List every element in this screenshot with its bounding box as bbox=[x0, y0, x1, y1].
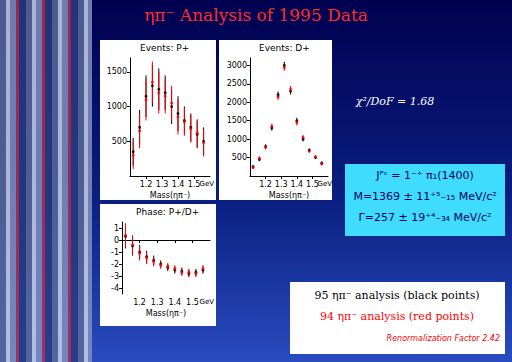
svg-text:-4: -4 bbox=[111, 284, 119, 293]
svg-text:95 ηπ⁻ analysis (black points): 95 ηπ⁻ analysis (black points) bbox=[314, 289, 479, 302]
svg-text:Renormalization Factor 2.42: Renormalization Factor 2.42 bbox=[387, 334, 500, 343]
svg-text:1.2: 1.2 bbox=[140, 180, 153, 189]
svg-text:1: 1 bbox=[114, 224, 119, 233]
svg-text:2500: 2500 bbox=[227, 79, 247, 88]
svg-text:Γ=257 ± 19⁺⁴₋₃₄ MeV/c²: Γ=257 ± 19⁺⁴₋₃₄ MeV/c² bbox=[359, 211, 492, 224]
svg-text:3000: 3000 bbox=[227, 61, 247, 70]
svg-text:500: 500 bbox=[112, 137, 127, 146]
svg-text:-1: -1 bbox=[111, 248, 119, 257]
svg-text:500: 500 bbox=[232, 153, 247, 162]
svg-text:1.4: 1.4 bbox=[290, 180, 303, 189]
svg-text:-2: -2 bbox=[111, 260, 119, 269]
svg-text:1.4: 1.4 bbox=[168, 298, 181, 307]
svg-text:Phase: P+/D+: Phase: P+/D+ bbox=[136, 207, 199, 217]
svg-text:GeV: GeV bbox=[317, 180, 332, 188]
svg-text:Events: D+: Events: D+ bbox=[259, 43, 310, 53]
svg-text:GeV: GeV bbox=[199, 180, 214, 188]
svg-text:χ²/DoF = 1.68: χ²/DoF = 1.68 bbox=[355, 95, 435, 108]
svg-text:1.2: 1.2 bbox=[133, 298, 146, 307]
svg-text:1500: 1500 bbox=[107, 67, 127, 76]
svg-text:1.3: 1.3 bbox=[275, 180, 288, 189]
svg-text:1500: 1500 bbox=[227, 116, 247, 125]
svg-text:Mass(ηπ⁻): Mass(ηπ⁻) bbox=[150, 191, 191, 200]
svg-text:M=1369 ± 11⁺⁵₋₁₅ MeV/c²: M=1369 ± 11⁺⁵₋₁₅ MeV/c² bbox=[353, 190, 496, 203]
svg-text:0: 0 bbox=[114, 236, 119, 245]
svg-text:1.5: 1.5 bbox=[306, 180, 319, 189]
svg-text:1.3: 1.3 bbox=[156, 180, 169, 189]
svg-text:94 ηπ⁻ analysis (red points): 94 ηπ⁻ analysis (red points) bbox=[320, 310, 474, 323]
svg-text:Mass(ηπ⁻): Mass(ηπ⁻) bbox=[269, 191, 310, 200]
svg-text:1.3: 1.3 bbox=[151, 298, 164, 307]
svg-text:Events: P+: Events: P+ bbox=[140, 43, 189, 53]
svg-text:2000: 2000 bbox=[227, 98, 247, 107]
svg-text:1.4: 1.4 bbox=[172, 180, 185, 189]
svg-text:-3: -3 bbox=[111, 272, 119, 281]
svg-text:1000: 1000 bbox=[227, 135, 247, 144]
svg-text:1.2: 1.2 bbox=[259, 180, 272, 189]
svg-text:GeV: GeV bbox=[199, 298, 214, 306]
svg-text:Jᴾᶜ = 1⁻⁺ π₁(1400): Jᴾᶜ = 1⁻⁺ π₁(1400) bbox=[375, 169, 473, 182]
svg-text:ηπ⁻ Analysis of 1995 Data: ηπ⁻ Analysis of 1995 Data bbox=[144, 5, 368, 25]
svg-text:1000: 1000 bbox=[107, 102, 127, 111]
svg-text:Mass(ηπ⁻): Mass(ηπ⁻) bbox=[146, 309, 187, 318]
svg-text:1.5: 1.5 bbox=[188, 180, 201, 189]
svg-text:1.5: 1.5 bbox=[186, 298, 199, 307]
